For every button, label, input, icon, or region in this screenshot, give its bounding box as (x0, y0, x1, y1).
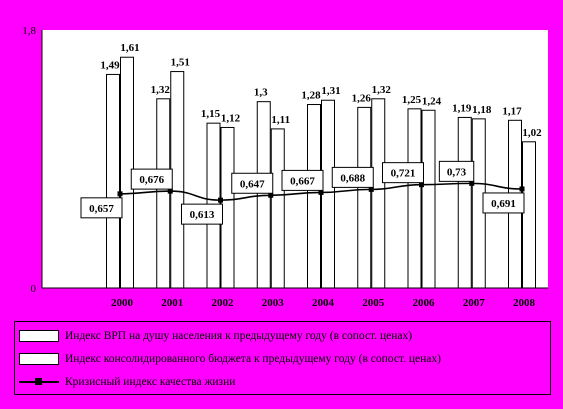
bar-label-grp: 1,19 (452, 102, 472, 114)
bars (106, 56, 536, 289)
bar-label-grp: 1,17 (502, 105, 522, 117)
legend-item-kiq: Кризисный индекс качества жизни (19, 372, 235, 392)
bar-label-grp: 1,3 (254, 87, 268, 99)
bar-label-budget: 1,12 (221, 112, 241, 124)
bar-label-grp: 1,28 (301, 90, 321, 102)
bar-budget (270, 128, 285, 289)
legend-swatch-budget (19, 353, 59, 365)
kiq-marker (117, 191, 123, 197)
x-tick-label: 2007 (463, 297, 486, 309)
kiq-line (80, 160, 525, 225)
y-tick-label: 1,8 (22, 25, 36, 37)
kiq-label: 0,647 (240, 178, 265, 190)
bar-grp (307, 104, 321, 289)
kiq-marker (167, 188, 173, 194)
bar-label-budget: 1,24 (422, 95, 442, 107)
kiq-marker (218, 197, 223, 203)
kiq-label: 0,657 (89, 203, 114, 215)
legend: Индекс ВРП на душу населения к предыдуще… (14, 321, 551, 395)
x-axis: 2000 2001 2002 2003 2004 2005 2006 2007 2008 (111, 297, 536, 309)
y-tick-label: 0 (31, 283, 37, 295)
kiq-label: 0,676 (139, 174, 164, 186)
kiq-label: 0,667 (290, 175, 315, 187)
bar-label-budget: 1,18 (472, 104, 492, 116)
legend-item-grp: Индекс ВРП на душу населения к предыдуще… (19, 326, 412, 346)
kiq-label: 0,721 (391, 168, 416, 180)
bar-label-grp: 1,15 (201, 108, 221, 120)
kiq-label-box (80, 197, 123, 219)
bar-grp (357, 106, 372, 289)
kiq-label: 0,73 (447, 166, 467, 178)
x-tick-label: 2006 (413, 297, 436, 309)
bar-label-budget: 1,61 (120, 42, 139, 54)
x-tick-label: 2002 (212, 297, 235, 309)
data-labels: 1,491,61 1,32 1,51 1,15 1,12 1,3 1,11 1,28 1,31 1… (89, 42, 542, 221)
kiq-label: 0,613 (190, 209, 215, 221)
kiq-label-box (382, 162, 424, 184)
bar-label-grp: 1,25 (402, 94, 422, 106)
kiq-marker (419, 182, 424, 188)
x-tick-label: 2004 (312, 297, 335, 309)
kiq-label: 0,688 (340, 172, 365, 184)
bar-label-budget: 1,51 (171, 57, 190, 69)
bar-budget (421, 109, 436, 289)
kiq-marker (519, 186, 525, 192)
bar-grp (457, 116, 472, 289)
bar-budget (371, 98, 386, 289)
bar-label-grp: 1,26 (352, 92, 372, 104)
kiq-label-box (331, 166, 374, 188)
legend-swatch-kiq (19, 376, 59, 388)
kiq-marker (268, 192, 274, 198)
x-tick-label: 2008 (513, 297, 536, 309)
bar-label-grp: 1,32 (151, 84, 171, 96)
bar-grp (407, 108, 422, 289)
legend-swatch-grp (19, 330, 59, 342)
kiq-label-box (482, 192, 525, 214)
kiq-marker (469, 180, 475, 186)
legend-label-grp: Индекс ВРП на душу населения к предыдуще… (65, 330, 413, 342)
bar-label-budget: 1,11 (271, 114, 290, 126)
kiq-label: 0,691 (491, 198, 516, 210)
x-tick-label: 2001 (161, 297, 183, 309)
x-tick-label: 2000 (111, 297, 134, 309)
legend-item-budget: Индекс консолидированного бюджета к пред… (19, 349, 441, 369)
kiq-label-box (231, 172, 274, 194)
kiq-label-box (130, 168, 173, 190)
bar-grp (106, 73, 120, 289)
kiq-label-box (438, 160, 475, 182)
bar-label-budget: 1,31 (321, 85, 340, 97)
kiq-label-box (181, 203, 223, 225)
bar-label-budget: 1,02 (522, 127, 542, 139)
x-tick-label: 2005 (362, 297, 385, 309)
bar-budget (522, 141, 536, 289)
legend-label-budget: Индекс консолидированного бюджета к пред… (65, 353, 441, 365)
legend-label-kiq: Кризисный индекс качества жизни (65, 376, 236, 388)
bar-label-grp: 1,49 (100, 59, 120, 71)
bar-label-budget: 1,32 (372, 84, 392, 96)
x-tick-label: 2003 (262, 297, 285, 309)
kiq-marker (368, 186, 374, 192)
kiq-label-box (281, 169, 324, 191)
kiq-marker (318, 189, 324, 195)
